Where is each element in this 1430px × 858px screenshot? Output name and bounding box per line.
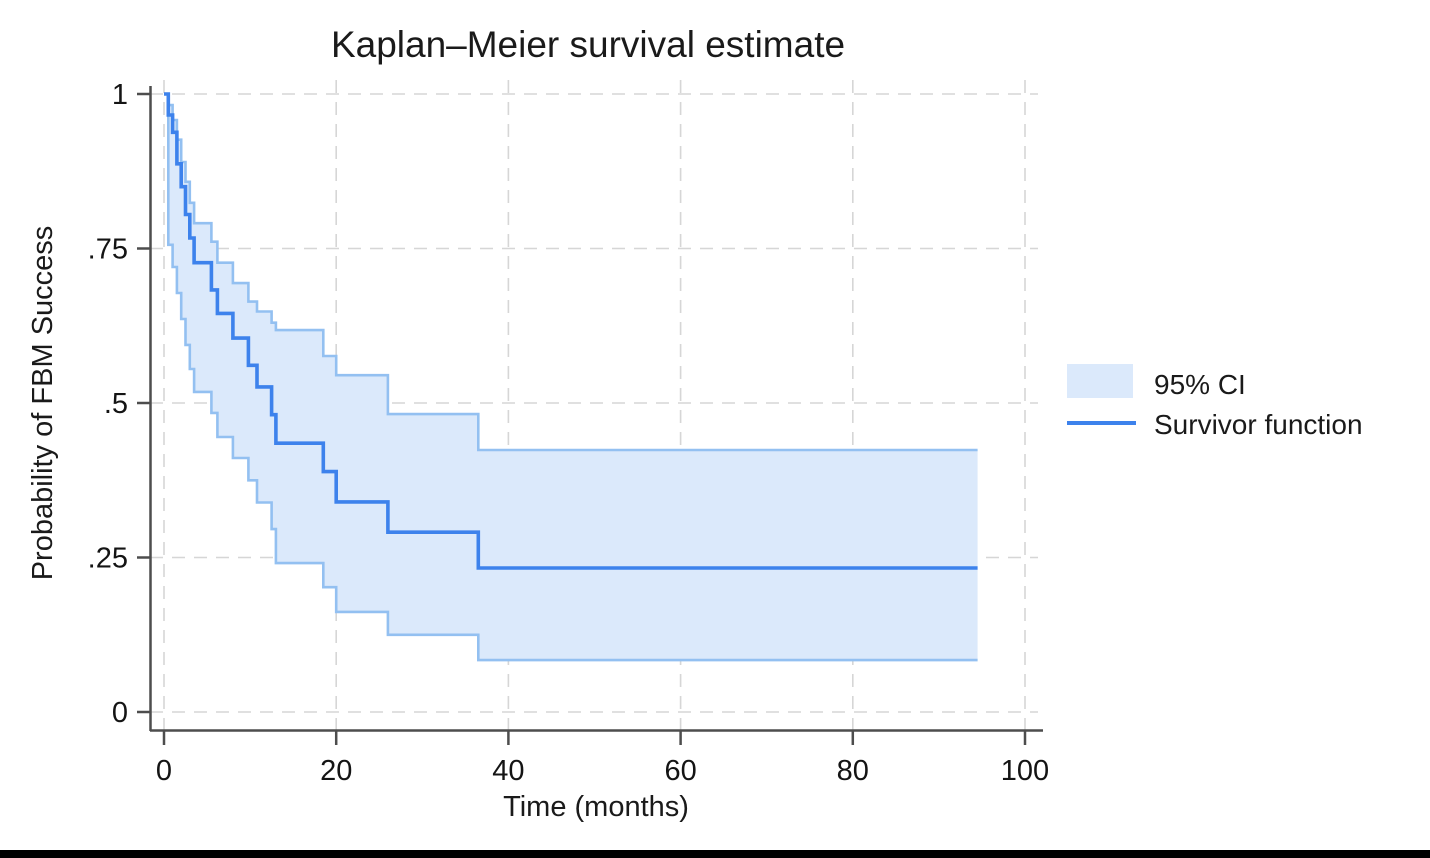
- ci-band: [164, 94, 978, 661]
- x-tick-label: 60: [664, 755, 696, 787]
- x-tick-label: 100: [1001, 755, 1049, 787]
- x-tick-label: 20: [320, 755, 352, 787]
- bottom-bar: [0, 850, 1430, 858]
- x-tick-label: 80: [837, 755, 869, 787]
- legend-ci-swatch: [1067, 364, 1133, 398]
- survivor-line: [164, 92, 978, 570]
- ci-lower-edge: [164, 92, 978, 662]
- series-layer: [164, 92, 978, 662]
- y-axis-label: Probability of FBM Success: [27, 226, 59, 581]
- chart-title: Kaplan–Meier survival estimate: [331, 24, 845, 65]
- x-tick-label: 40: [492, 755, 524, 787]
- x-axis-label: Time (months): [503, 791, 689, 823]
- tick-layer: 0 .25 .5 .75 1 0 20 40 60 80 100: [88, 79, 1050, 787]
- y-tick-label: .75: [88, 234, 128, 266]
- legend-label-survivor: Survivor function: [1154, 409, 1363, 440]
- legend-label-ci: 95% CI: [1154, 369, 1246, 400]
- legend: 95% CI Survivor function: [1067, 364, 1363, 440]
- y-tick-label: 1: [112, 79, 128, 111]
- y-tick-label: .5: [104, 388, 128, 420]
- y-tick-label: .25: [88, 543, 128, 575]
- y-tick-label: 0: [112, 697, 128, 729]
- x-tick-label: 0: [156, 755, 172, 787]
